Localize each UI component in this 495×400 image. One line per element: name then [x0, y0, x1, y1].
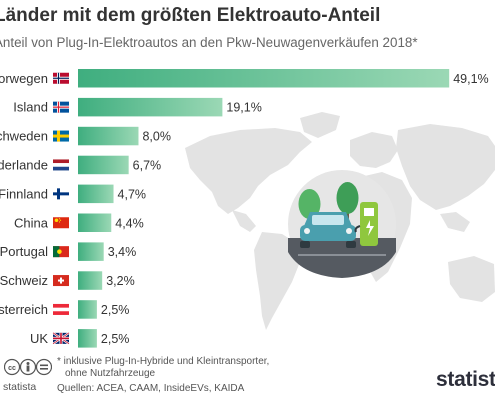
map-southeast-asia — [440, 212, 470, 232]
flag-norway-icon — [53, 72, 69, 84]
category-label: Norwegen — [0, 71, 48, 86]
svg-text:cc: cc — [8, 365, 16, 372]
value-label: 8,0% — [142, 130, 171, 144]
map-australia — [448, 256, 495, 302]
map-asia — [396, 124, 495, 210]
sources-line: Quellen: ACEA, CAAM, InsideEVs, KAIDA — [57, 383, 245, 394]
road — [288, 238, 396, 278]
flag-switzerland-icon — [53, 275, 69, 287]
value-label: 4,4% — [115, 216, 144, 230]
category-label: Schweiz — [0, 273, 48, 288]
statista-logo: statista — [436, 368, 495, 391]
flag-finland-icon — [53, 188, 69, 200]
flag-austria-icon — [53, 303, 69, 315]
cc-icon: cc — [4, 358, 21, 376]
ev-charging-illustration — [288, 170, 396, 278]
noderivs-icon — [35, 358, 52, 376]
flag-uk-icon — [52, 331, 70, 345]
bar-0 — [78, 69, 450, 88]
bar-3 — [78, 155, 129, 175]
map-south-america — [254, 232, 300, 330]
map-central-america — [232, 210, 256, 232]
bar-4 — [78, 184, 114, 204]
bar-9 — [78, 329, 97, 348]
map-europe — [350, 132, 398, 168]
bar-1 — [78, 97, 223, 117]
category-label: Portugal — [0, 244, 48, 259]
category-label: Österreich — [0, 302, 48, 317]
flag-portugal-icon — [53, 246, 69, 258]
flag-iceland-icon — [53, 101, 69, 113]
category-label: Schweden — [0, 129, 48, 144]
license-icons: cc — [4, 358, 52, 376]
bar-5 — [78, 213, 112, 232]
category-label: Island — [13, 100, 48, 115]
map-north-america — [185, 128, 312, 214]
bar-6 — [78, 242, 104, 261]
category-label: Finnland — [0, 186, 48, 201]
chart-title: Länder mit dem größten Elektroauto-Antei… — [0, 5, 381, 26]
value-label: 6,7% — [133, 158, 162, 172]
footnote-continued: ohne Nutzfahrzeuge — [65, 368, 156, 379]
bar-8 — [78, 300, 97, 319]
value-label: 19,1% — [226, 101, 261, 115]
flag-sweden-icon — [53, 130, 69, 142]
category-label: China — [14, 215, 49, 230]
value-label: 3,2% — [106, 274, 135, 288]
value-label: 2,5% — [101, 332, 129, 346]
category-label: UK — [30, 331, 48, 346]
flag-netherlands-icon — [53, 159, 69, 171]
car-icon — [300, 212, 356, 248]
map-greenland — [300, 112, 340, 138]
value-label: 4,7% — [118, 187, 147, 201]
attribution-icon — [19, 358, 37, 376]
flag-china-icon — [53, 217, 69, 229]
bar-2 — [78, 126, 139, 146]
bar-7 — [78, 271, 103, 290]
value-label: 3,4% — [108, 245, 137, 259]
statista-cc-label: statista — [3, 381, 37, 393]
charging-station-icon — [354, 202, 378, 246]
value-label: 2,5% — [101, 303, 129, 317]
category-label: Niederlande — [0, 157, 48, 172]
chart-subtitle: Anteil von Plug-In-Elektroautos an den P… — [0, 35, 418, 50]
value-label: 49,1% — [453, 72, 488, 86]
footnote: * inklusive Plug-In-Hybride und Kleintra… — [57, 356, 270, 367]
